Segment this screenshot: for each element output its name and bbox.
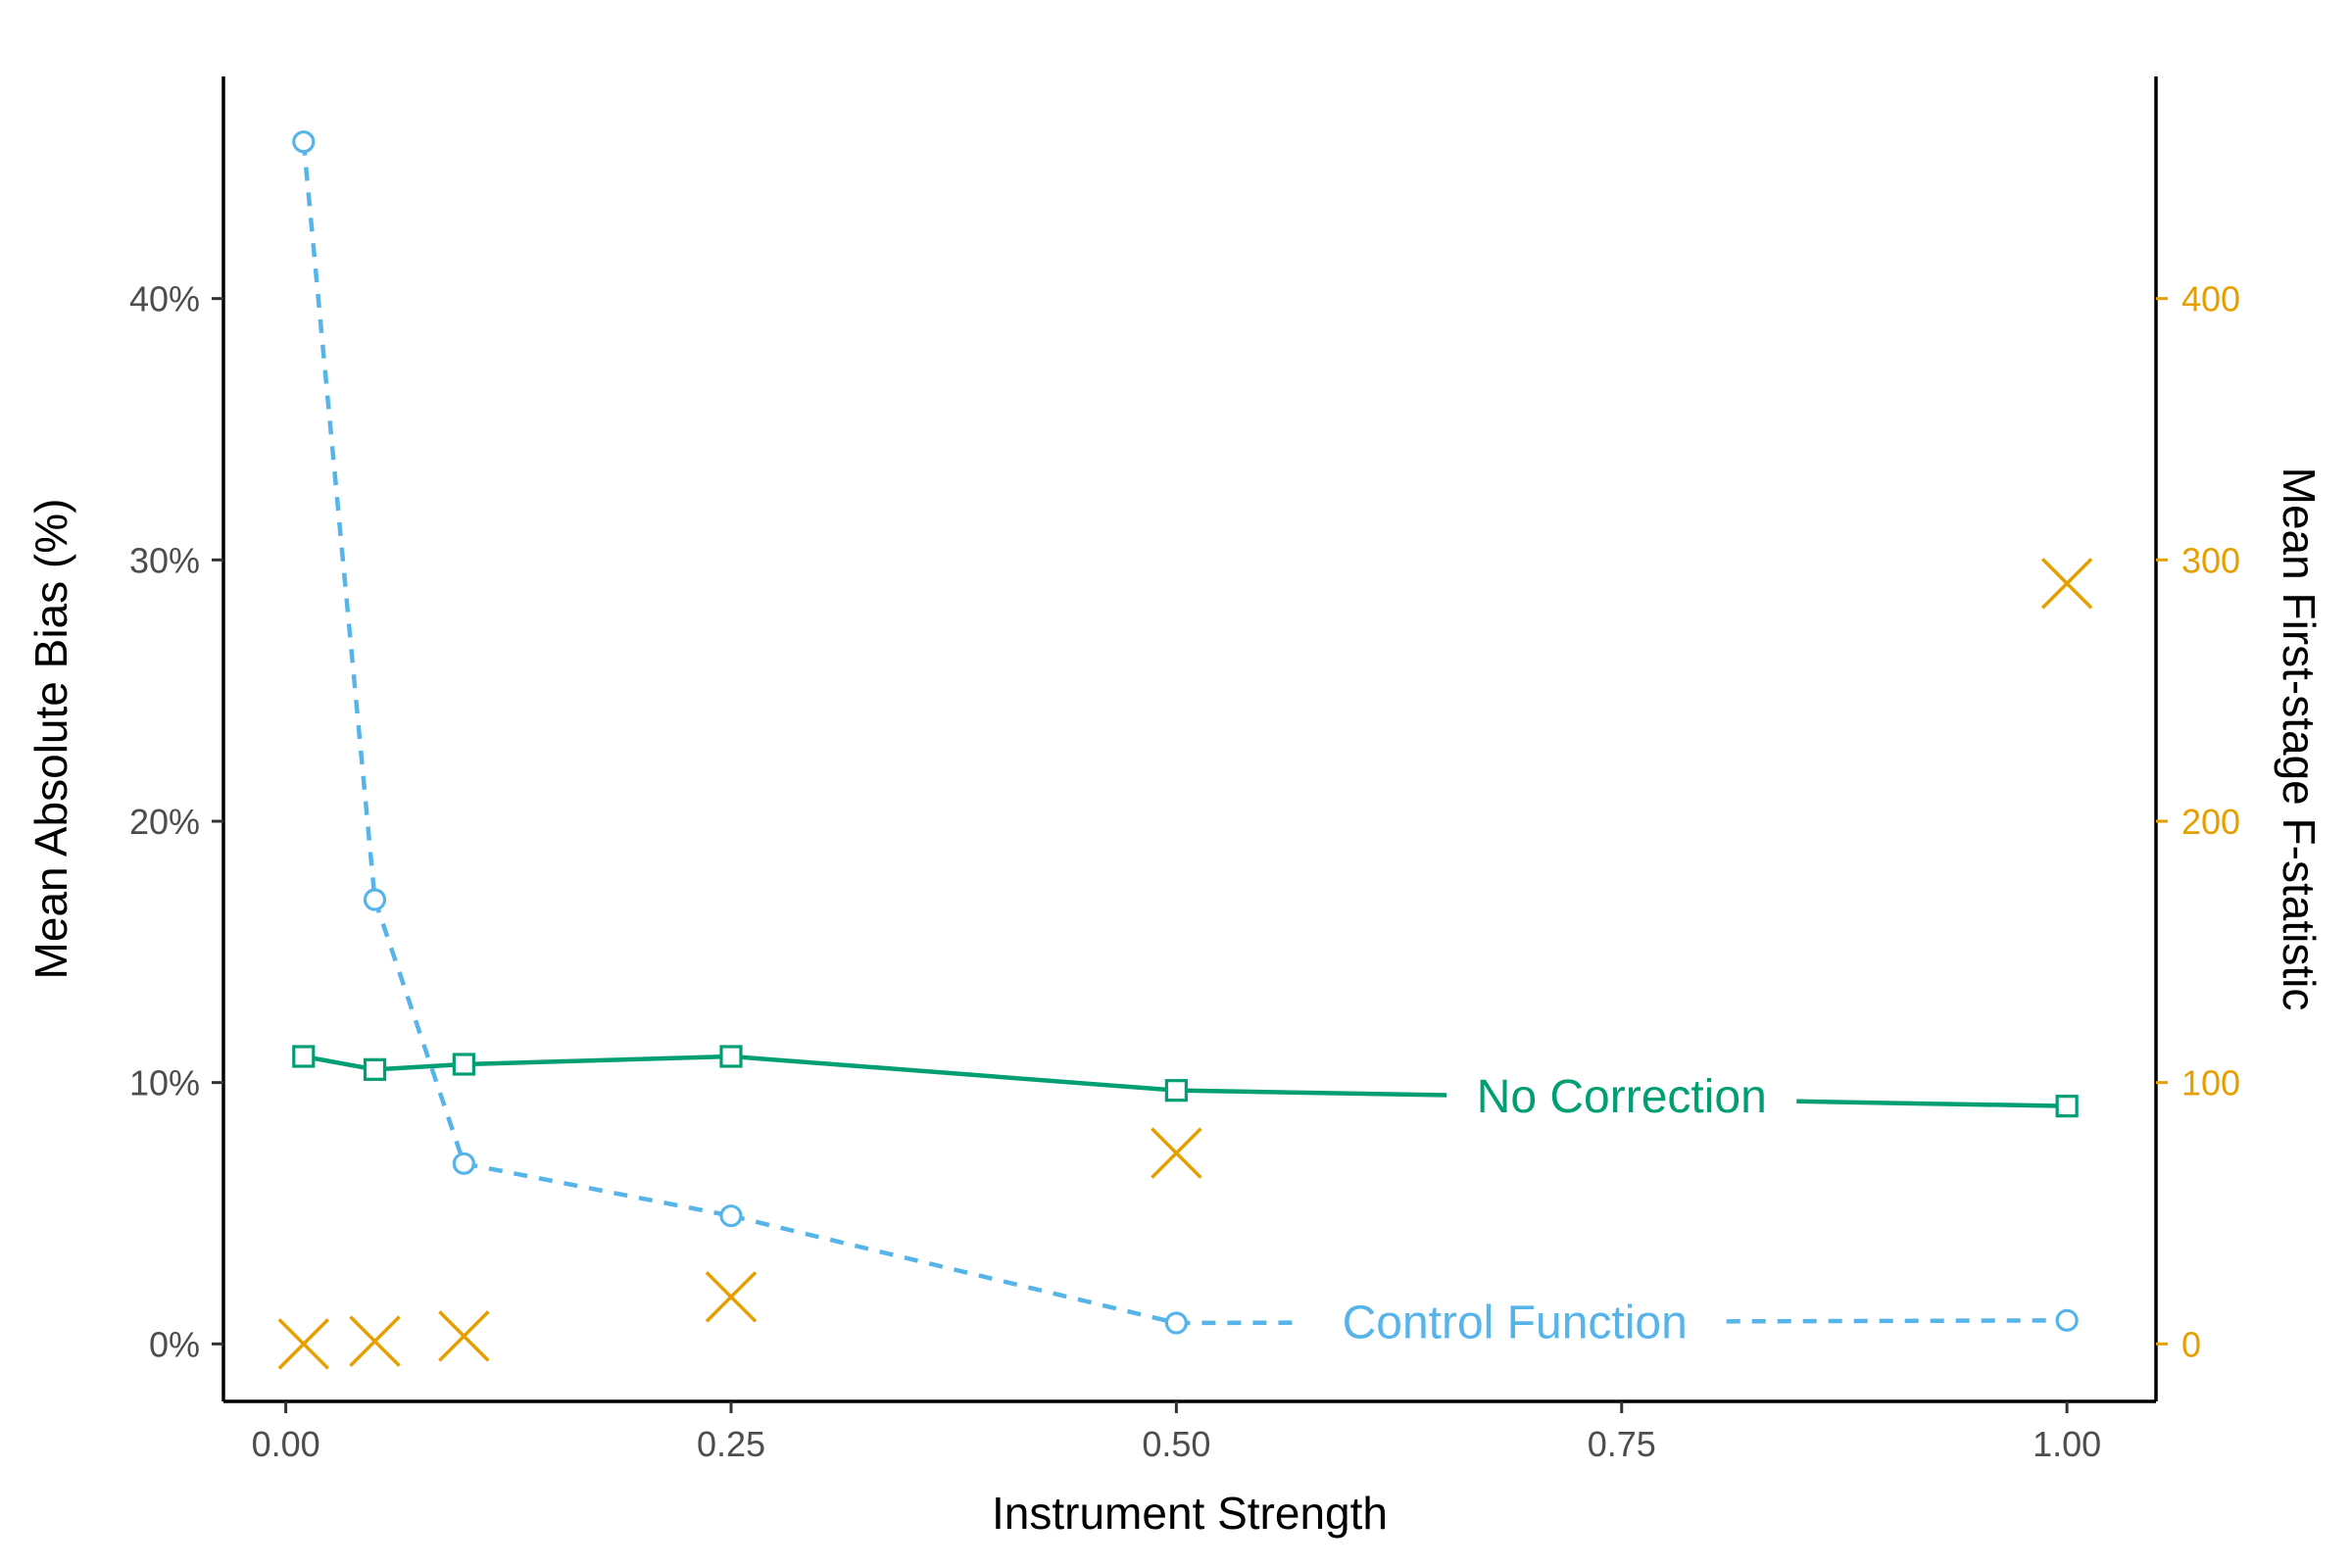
y-tick-label: 10%: [129, 1063, 200, 1103]
line-segment-no-correction: [730, 1054, 1177, 1093]
x-tick-label: 0.25: [697, 1424, 765, 1464]
point-control-function: [452, 1152, 475, 1175]
x-marker-stroke: [705, 1271, 758, 1323]
axes: 0.00 0.25 0.50 0.75 1.00 0% 10% 20% 30% 40% 0 100 20…: [129, 76, 2240, 1464]
series-layer: [277, 130, 2093, 1370]
point-f-statistic: [438, 1310, 490, 1362]
y-tick-label: 40%: [129, 279, 200, 319]
x-marker-stroke: [2040, 558, 2093, 610]
y-axis-title: Mean Absolute Bias (%): [25, 499, 76, 980]
line-segment-no-correction: [1176, 1088, 1447, 1098]
x-marker-stroke: [277, 1318, 330, 1370]
line-segment-control-function: [463, 1161, 732, 1218]
labels-layer: No Correction Control Function: [1343, 1071, 1767, 1349]
x-tick-label: 0.00: [252, 1424, 320, 1464]
series-label-control-function: Control Function: [1343, 1298, 1688, 1349]
x-tick-label: 0.50: [1142, 1424, 1210, 1464]
point-no-correction: [719, 1045, 743, 1068]
point-no-correction: [452, 1053, 475, 1076]
x-tick-label: 0.75: [1588, 1424, 1656, 1464]
x-marker-stroke: [438, 1310, 490, 1362]
x-marker-stroke: [1151, 1127, 1202, 1179]
x-axis-title: Instrument Strength: [992, 1488, 1388, 1539]
line-segment-control-function: [372, 899, 466, 1165]
line-segment-control-function: [1726, 1318, 2068, 1324]
point-no-correction: [363, 1057, 387, 1081]
y-right-tick-label: 300: [2181, 540, 2240, 580]
series-label-no-correction: No Correction: [1477, 1071, 1767, 1123]
line-segment-no-correction: [1796, 1099, 2068, 1108]
x-marker-stroke: [349, 1315, 401, 1367]
point-no-correction: [2055, 1095, 2079, 1118]
y-right-tick-label: 0: [2181, 1324, 2201, 1364]
point-no-correction: [1164, 1079, 1188, 1102]
y-right-tick-label: 100: [2181, 1063, 2240, 1103]
line-segment-control-function: [730, 1213, 1177, 1326]
x-tick-label: 1.00: [2033, 1424, 2101, 1464]
point-control-function: [292, 130, 316, 154]
point-f-statistic: [349, 1315, 401, 1367]
y-tick-label: 20%: [129, 802, 200, 842]
y-tick-label: 0%: [149, 1324, 200, 1364]
y-right-tick-label: 400: [2181, 279, 2240, 319]
point-control-function: [1164, 1311, 1188, 1335]
line-segment-no-correction: [303, 1054, 375, 1072]
point-f-statistic: [2040, 558, 2093, 610]
point-f-statistic: [1151, 1127, 1202, 1179]
line-segment-no-correction: [374, 1061, 465, 1072]
y-right-tick-label: 200: [2181, 802, 2240, 842]
point-control-function: [363, 888, 387, 911]
point-control-function: [2055, 1308, 2079, 1332]
y-tick-label: 30%: [129, 540, 200, 580]
line-segment-no-correction: [464, 1054, 732, 1067]
point-no-correction: [292, 1045, 316, 1068]
point-f-statistic: [705, 1271, 758, 1323]
point-f-statistic: [277, 1318, 330, 1370]
y-right-axis-title: Mean First-stage F-statistic: [2274, 467, 2325, 1011]
point-control-function: [719, 1204, 743, 1228]
line-segment-control-function: [301, 141, 377, 901]
